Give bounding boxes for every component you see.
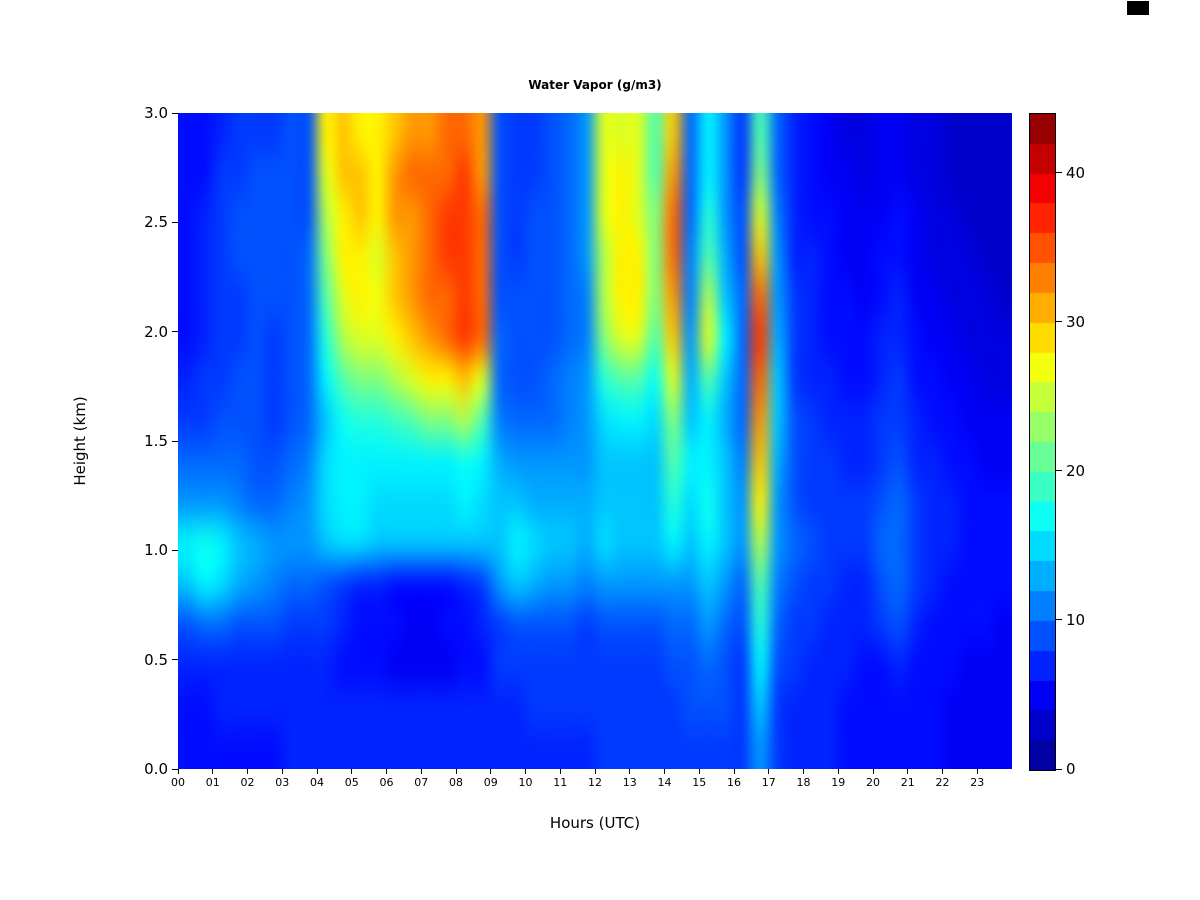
x-tick-label: 13 — [622, 776, 637, 789]
y-tick-label: 1.0 — [144, 541, 168, 560]
x-tick-label: 05 — [344, 776, 359, 789]
y-tick-mark — [172, 221, 178, 223]
x-tick-mark — [907, 769, 909, 774]
x-tick-label: 21 — [900, 776, 915, 789]
x-tick-mark — [942, 769, 943, 774]
x-tick-mark — [316, 769, 318, 774]
x-axis-title: Hours (UTC) — [549, 814, 641, 832]
x-tick-mark — [698, 769, 700, 774]
x-tick-label: 00 — [171, 776, 185, 789]
plot-area — [178, 113, 1012, 769]
x-tick-label: 01 — [205, 776, 220, 789]
x-tick-mark — [559, 769, 561, 774]
y-tick-mark — [172, 659, 178, 661]
colorbar — [1029, 113, 1056, 771]
x-tick-mark — [247, 769, 248, 774]
x-tick-label: 16 — [727, 776, 741, 789]
x-tick-label: 03 — [275, 776, 290, 789]
heatmap-canvas — [178, 113, 1012, 769]
colorbar-tick-mark — [1056, 619, 1062, 621]
colorbar-tick-label: 0 — [1066, 760, 1076, 778]
x-tick-mark — [420, 769, 422, 774]
x-tick-label: 08 — [449, 776, 463, 789]
x-tick-mark — [386, 769, 387, 774]
y-axis-title: Height (km) — [71, 396, 89, 486]
x-tick-label: 11 — [553, 776, 568, 789]
x-tick-label: 18 — [796, 776, 811, 789]
x-tick-label: 12 — [588, 776, 602, 789]
y-tick-label: 1.5 — [144, 432, 168, 450]
colorbar-tick-label: 10 — [1066, 610, 1086, 629]
x-tick-label: 17 — [761, 776, 776, 789]
x-tick-mark — [629, 769, 631, 774]
x-tick-mark — [733, 769, 735, 774]
y-tick-mark — [172, 768, 178, 770]
chart-title: Water Vapor (g/m3) — [528, 78, 662, 92]
x-tick-mark — [872, 769, 874, 774]
colorbar-tick-label: 40 — [1066, 163, 1086, 182]
x-tick-mark — [594, 769, 596, 774]
y-tick-mark — [172, 549, 178, 551]
colorbar-tick-mark — [1056, 321, 1062, 323]
x-tick-mark — [768, 769, 770, 774]
colorbar-tick-mark — [1056, 768, 1062, 770]
x-tick-label: 02 — [240, 776, 255, 789]
x-tick-mark — [490, 769, 492, 774]
colorbar-canvas — [1030, 114, 1055, 770]
colorbar-tick-mark — [1056, 172, 1062, 174]
x-tick-label: 14 — [657, 776, 672, 789]
x-tick-mark — [212, 769, 214, 774]
x-tick-mark — [351, 769, 353, 774]
x-tick-label: 22 — [935, 776, 950, 789]
x-tick-mark — [976, 769, 978, 774]
x-tick-mark — [837, 769, 839, 774]
x-tick-label: 15 — [692, 776, 707, 789]
colorbar-tick-mark — [1056, 470, 1062, 472]
x-tick-mark — [281, 769, 283, 774]
x-tick-label: 20 — [866, 776, 880, 789]
corner-artifact — [1127, 1, 1149, 15]
x-tick-label: 10 — [518, 776, 533, 789]
colorbar-tick-label: 30 — [1066, 312, 1086, 331]
y-tick-mark — [172, 440, 178, 442]
x-tick-label: 06 — [379, 776, 394, 789]
x-tick-label: 09 — [483, 776, 498, 789]
y-tick-label: 0.0 — [144, 760, 168, 778]
x-tick-mark — [177, 769, 179, 774]
x-tick-mark — [664, 769, 665, 774]
x-tick-label: 19 — [831, 776, 846, 789]
x-tick-label: 07 — [414, 776, 429, 789]
y-tick-mark — [172, 331, 178, 333]
x-tick-mark — [803, 769, 804, 774]
y-tick-mark — [172, 112, 178, 114]
y-tick-label: 3.0 — [144, 104, 168, 122]
y-tick-label: 0.5 — [144, 650, 168, 669]
x-tick-label: 23 — [970, 776, 985, 789]
y-tick-label: 2.0 — [144, 322, 168, 341]
x-tick-label: 04 — [310, 776, 324, 789]
x-tick-mark — [525, 769, 526, 774]
x-tick-mark — [455, 769, 457, 774]
y-tick-label: 2.5 — [144, 213, 168, 232]
colorbar-tick-label: 20 — [1066, 461, 1086, 480]
